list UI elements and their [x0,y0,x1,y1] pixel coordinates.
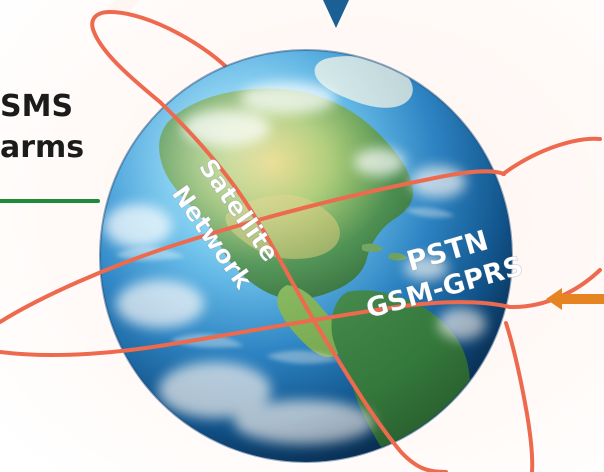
left-label-line-1: SMS [0,89,73,124]
left-label-line-2: arms [0,130,84,165]
orbit-front-b [0,300,512,357]
orbit-front-a [0,169,506,324]
globe-shading [100,50,512,462]
left-arrow-icon [546,288,604,310]
orbit-front-segments [0,100,535,472]
orbit-back-a [90,9,234,104]
globe-outline [99,49,513,463]
orbit-back-b [501,136,602,176]
orbit-front-d [504,321,535,472]
globe [100,50,512,462]
down-arrow-icon [323,0,349,28]
orbit-front-c [158,100,448,472]
